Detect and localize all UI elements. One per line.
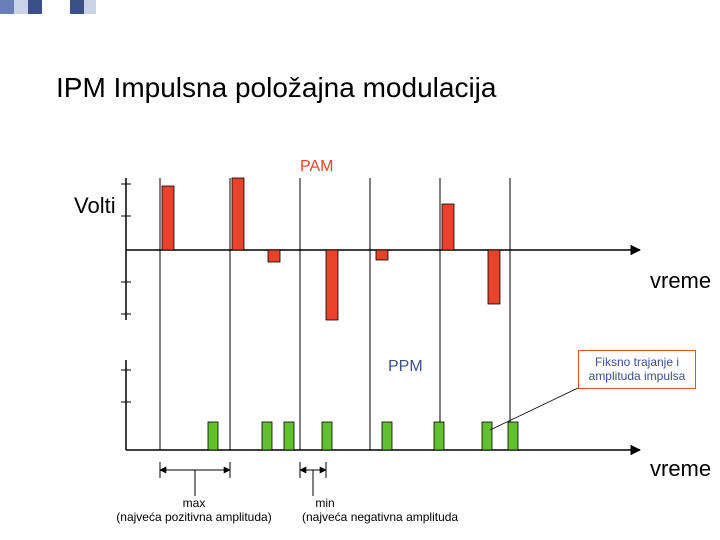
diagram-canvas [0, 0, 720, 540]
